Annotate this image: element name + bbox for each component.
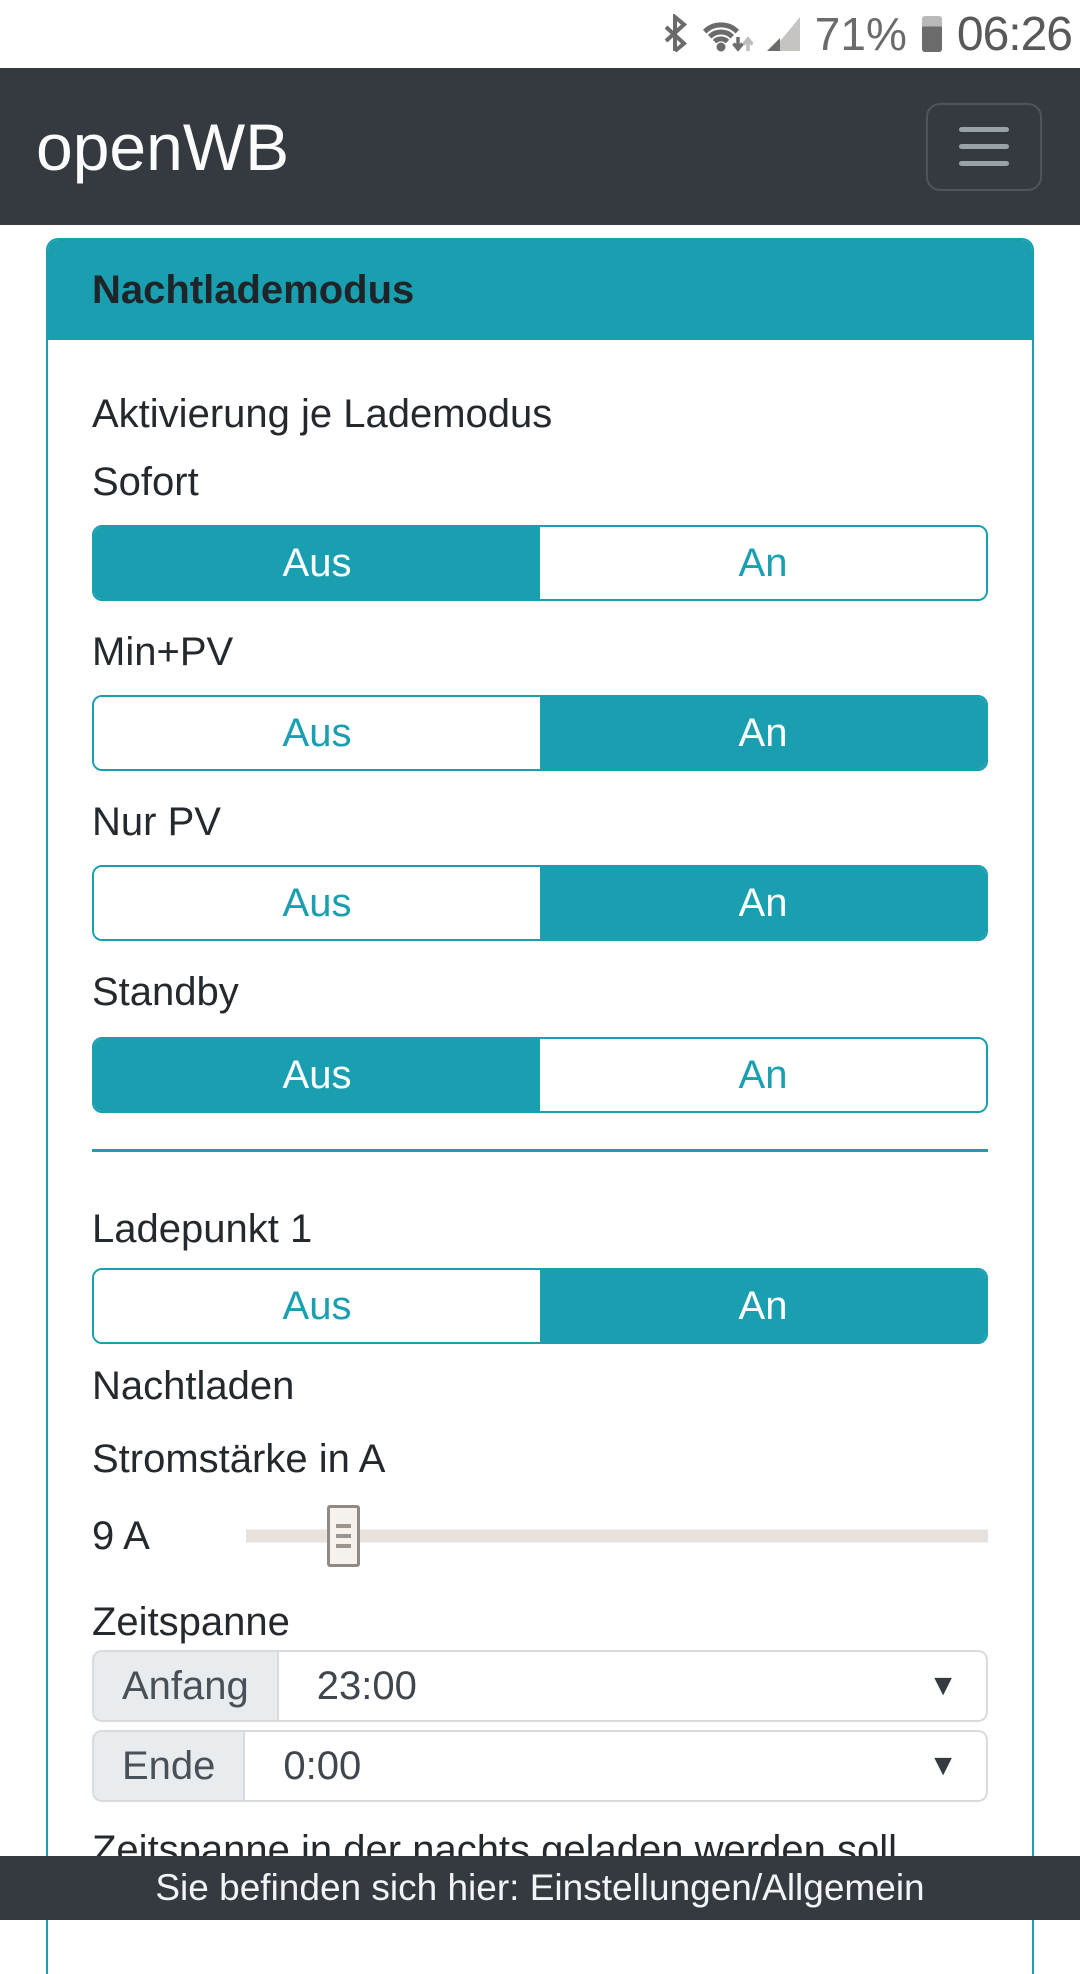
- label-sofort: Sofort: [92, 460, 199, 504]
- navbar: openWB: [0, 68, 1080, 225]
- label-min-pv: Min+PV: [92, 630, 234, 674]
- activation-heading: Aktivierung je Lademodus: [92, 392, 553, 436]
- hamburger-menu-button[interactable]: [926, 102, 1042, 191]
- status-bar: 71% 06:26: [0, 0, 1080, 68]
- hamburger-icon: [959, 127, 1009, 132]
- start-time-select[interactable]: 23:00 ▼: [278, 1650, 988, 1722]
- card-header: Nachtlademodus: [48, 240, 1032, 340]
- toggle-min-pv-aus[interactable]: Aus: [94, 697, 540, 769]
- label-stromstaerke: Stromstärke in A: [92, 1437, 386, 1481]
- battery-percent: 71%: [814, 8, 907, 60]
- toggle-standby: Aus An: [92, 1037, 988, 1113]
- slider-track[interactable]: [246, 1529, 988, 1543]
- toggle-sofort-aus[interactable]: Aus: [94, 527, 540, 599]
- toggle-min-pv-an[interactable]: An: [540, 697, 986, 769]
- cellular-signal-icon: [766, 17, 800, 51]
- timespan-end-label: Ende: [92, 1730, 246, 1802]
- current-slider: [246, 1492, 988, 1580]
- battery-icon: [921, 16, 942, 52]
- brand-logo[interactable]: openWB: [36, 109, 290, 184]
- toggle-nur-pv: Aus An: [92, 865, 988, 941]
- toggle-ladepunkt-1: Aus An: [92, 1268, 988, 1344]
- end-time-select[interactable]: 0:00 ▼: [245, 1730, 988, 1802]
- label-ladepunkt-1: Ladepunkt 1: [92, 1207, 313, 1251]
- bluetooth-icon: [664, 14, 687, 53]
- current-value: 9 A: [92, 1513, 150, 1558]
- current-slider-row: 9 A: [92, 1492, 988, 1580]
- chevron-down-icon: ▼: [928, 1669, 958, 1702]
- nachtlademodus-card: Nachtlademodus Aktivierung je Lademodus …: [46, 238, 1034, 1974]
- toggle-nur-pv-an[interactable]: An: [540, 867, 986, 939]
- card-title: Nachtlademodus: [92, 267, 415, 312]
- timespan-start-label: Anfang: [92, 1650, 279, 1722]
- timespan-end-group: Ende 0:00 ▼: [92, 1730, 988, 1802]
- chevron-down-icon: ▼: [928, 1749, 958, 1782]
- label-zeitspanne: Zeitspanne: [92, 1600, 290, 1644]
- toggle-ladepunkt-1-aus[interactable]: Aus: [94, 1270, 540, 1342]
- end-time-value: 0:00: [283, 1743, 362, 1788]
- breadcrumb: Sie befinden sich hier: Einstellungen/Al…: [155, 1867, 925, 1908]
- breadcrumb-footer: Sie befinden sich hier: Einstellungen/Al…: [0, 1856, 1080, 1920]
- timespan-start-group: Anfang 23:00 ▼: [92, 1650, 988, 1722]
- slider-handle[interactable]: [327, 1505, 360, 1567]
- label-nur-pv: Nur PV: [92, 800, 221, 844]
- label-nachtladen: Nachtladen: [92, 1364, 295, 1408]
- toggle-sofort-an[interactable]: An: [540, 527, 986, 599]
- card-body: Aktivierung je Lademodus Sofort Aus An M…: [48, 390, 1032, 1974]
- toggle-sofort: Aus An: [92, 525, 988, 601]
- wifi-icon: [702, 22, 753, 52]
- toggle-min-pv: Aus An: [92, 695, 988, 771]
- section-divider: [92, 1149, 988, 1152]
- start-time-value: 23:00: [316, 1663, 417, 1708]
- toggle-nur-pv-aus[interactable]: Aus: [94, 867, 540, 939]
- clock: 06:26: [956, 7, 1073, 61]
- slider-grip-icon: [336, 1524, 351, 1528]
- toggle-standby-aus[interactable]: Aus: [94, 1039, 540, 1111]
- label-standby: Standby: [92, 970, 239, 1014]
- toggle-standby-an[interactable]: An: [540, 1039, 986, 1111]
- toggle-ladepunkt-1-an[interactable]: An: [540, 1270, 986, 1342]
